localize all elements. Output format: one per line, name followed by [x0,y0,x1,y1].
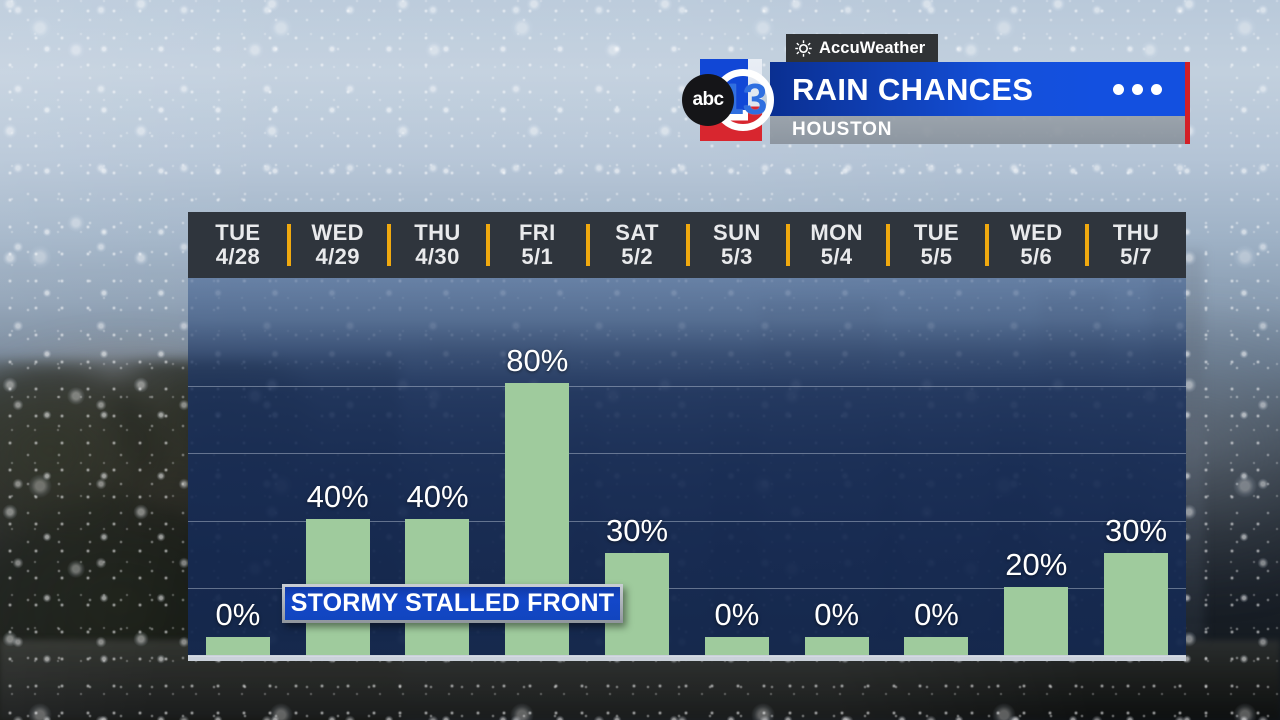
callout-inner: STORMY STALLED FRONT [285,587,620,620]
day-header-cell: SUN 5/3 [685,212,787,278]
day-header-cell: WED 4/29 [286,212,388,278]
bar-column[interactable]: 0% [687,278,787,661]
bar-value-label: 0% [215,597,261,632]
day-header-cell: MON 5/4 [785,212,887,278]
accuweather-label: AccuWeather [819,38,926,57]
day-date: 5/6 [1020,243,1053,269]
day-date: 5/7 [1120,243,1152,269]
day-weekday: TUE [913,219,960,245]
bar[interactable] [205,637,270,655]
day-header-cell: SAT 5/2 [586,212,687,278]
day-weekday: TUE [215,219,261,245]
day-header-cell: TUE 5/5 [885,212,987,278]
accent-edge [1185,62,1190,144]
sun-icon [795,39,812,57]
day-date: 5/3 [720,243,753,269]
day-weekday: THU [414,219,461,245]
callout-text: STORMY STALLED FRONT [290,589,615,617]
day-weekday: WED [311,219,364,245]
day-date: 4/30 [415,243,460,269]
bar[interactable] [704,637,769,655]
day-header-cell: THU 5/7 [1085,212,1186,278]
day-weekday: MON [810,219,863,245]
bar-value-label: 40% [406,479,469,514]
bar[interactable] [904,637,969,655]
bar-value-label: 40% [306,479,369,514]
bar-value-label: 30% [606,513,669,548]
bar-value-label: 0% [714,597,760,632]
bar-column[interactable]: 0% [887,278,987,661]
day-date: 5/2 [621,243,653,269]
day-date: 5/4 [820,243,853,269]
bar-value-label: 0% [914,597,959,632]
day-date: 5/5 [920,243,953,269]
subtitle-bar: HOUSTON [770,116,1190,144]
abc13-logo: 13 abc [682,59,782,145]
axis-baseline [188,655,1186,661]
bar-column[interactable]: 20% [986,278,1086,661]
bar-column[interactable]: 0% [787,278,887,661]
gridline [188,521,1186,522]
day-weekday: THU [1112,219,1160,245]
page-title: RAIN CHANCES [792,71,1034,107]
day-weekday: SAT [615,219,659,245]
abc-bubble: abc [682,74,734,126]
bar-value-label: 20% [1005,547,1068,582]
bar-value-label: 80% [506,343,569,378]
day-date: 4/28 [215,243,261,269]
title-bar: RAIN CHANCES [770,62,1190,116]
gridline [188,386,1186,387]
gridline [188,453,1186,454]
bar-column[interactable]: 0% [188,278,288,661]
day-weekday: SUN [713,219,761,245]
day-date: 5/1 [521,243,554,269]
ellipsis-icon[interactable] [1113,83,1162,95]
abc-wordmark: abc [692,89,725,110]
bar[interactable] [1004,587,1069,655]
bar[interactable] [804,637,869,655]
day-header-row: TUE 4/28 WED 4/29 THU 4/30 FRI 5/1 SAT 5… [188,212,1186,278]
day-weekday: FRI [518,219,556,245]
callout-banner: STORMY STALLED FRONT [282,584,623,623]
day-header-cell: FRI 5/1 [486,212,587,278]
bar-column[interactable]: 30% [1086,278,1186,661]
gridline [188,588,1186,589]
day-header-cell: TUE 4/28 [188,212,288,278]
day-header-cell: THU 4/30 [386,212,488,278]
day-weekday: WED [1010,219,1063,245]
bar-value-label: 30% [1105,513,1168,548]
accuweather-badge: AccuWeather [786,34,939,62]
brand-header: AccuWeather RAIN CHANCES HOUSTON 13 abc [682,34,1190,145]
bar-value-label: 0% [814,597,860,632]
bar[interactable] [1104,553,1169,655]
day-date: 4/29 [315,243,360,269]
day-header-cell: WED 5/6 [985,212,1086,278]
location-label: HOUSTON [792,119,893,140]
